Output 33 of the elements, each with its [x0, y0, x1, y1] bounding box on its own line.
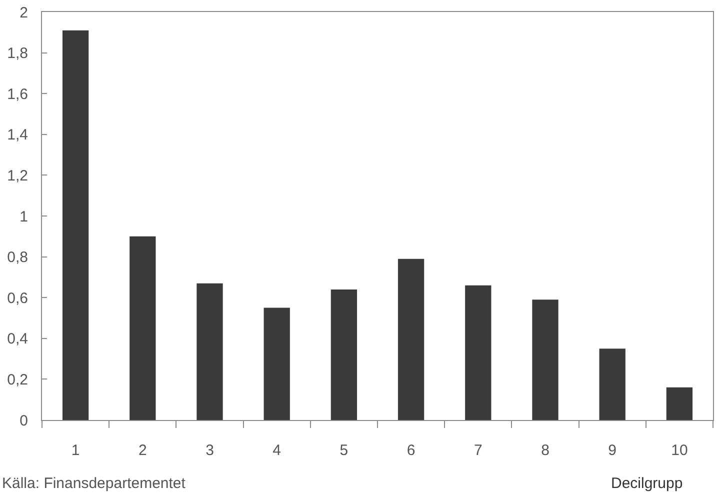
x-tick-label: 7	[474, 442, 482, 459]
text: Källa: Finansdepartementet	[2, 475, 186, 492]
bar	[130, 236, 156, 420]
bar	[62, 30, 89, 420]
y-tick-label: 1,2	[7, 167, 28, 184]
x-tick-label: 4	[272, 442, 282, 459]
y-tick-label: 0,2	[7, 371, 28, 388]
y-tick-label: 0,6	[7, 290, 28, 307]
y-tick-label: 1,8	[7, 45, 28, 62]
bar	[398, 258, 424, 420]
bar	[264, 308, 290, 420]
bar	[666, 387, 693, 420]
x-axis-title: Decilgrupp	[611, 475, 683, 492]
y-tick-label: 0,4	[7, 330, 28, 348]
x-tick-label: 2	[138, 442, 147, 459]
bar	[330, 289, 358, 420]
x-tick-label: 10	[671, 442, 688, 459]
y-tick-label: 1	[20, 208, 28, 226]
y-tick-label: 2	[20, 4, 28, 22]
bar	[599, 348, 626, 420]
y-tick-label: 1,6	[7, 86, 28, 103]
x-tick-label: 9	[608, 442, 617, 459]
bar	[532, 300, 558, 420]
x-tick-label: 5	[340, 442, 348, 459]
x-tick-label: 1	[71, 442, 80, 459]
y-tick-label: 1,4	[7, 126, 28, 144]
x-tick-label: 8	[541, 442, 550, 459]
x-tick-label: 3	[206, 442, 214, 459]
y-tick-label: 0,8	[7, 249, 28, 266]
y-tick-label: 0	[20, 412, 28, 430]
x-tick-label: 6	[406, 442, 416, 459]
bar	[196, 283, 223, 420]
bar	[465, 285, 492, 420]
